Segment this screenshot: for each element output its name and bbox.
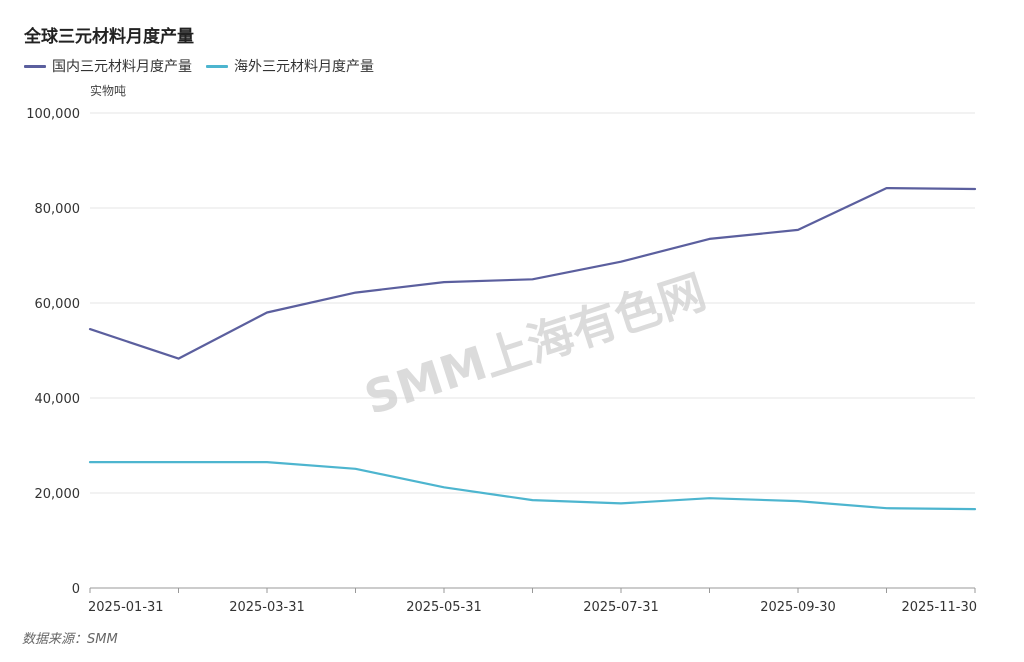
y-axis-unit-label: 实物吨	[90, 84, 127, 98]
x-tick-label: 2025-11-30	[901, 600, 977, 615]
legend-label-domestic: 国内三元材料月度产量	[52, 59, 192, 75]
legend-item-domestic[interactable]: 国内三元材料月度产量	[24, 56, 192, 76]
watermark: SMM上海有色网	[358, 264, 712, 425]
y-tick-label: 40,000	[35, 392, 81, 407]
y-tick-label: 60,000	[35, 297, 81, 312]
y-tick-label: 20,000	[35, 487, 81, 502]
x-tick-label: 2025-03-31	[229, 600, 305, 615]
legend-item-overseas[interactable]: 海外三元材料月度产量	[206, 56, 374, 76]
y-tick-label: 100,000	[26, 107, 80, 122]
x-tick-label: 2025-05-31	[406, 600, 482, 615]
y-tick-label: 80,000	[35, 202, 81, 217]
x-tick-label: 2025-07-31	[583, 600, 659, 615]
legend: 国内三元材料月度产量 海外三元材料月度产量	[24, 56, 388, 76]
series-line-0	[88, 187, 977, 360]
legend-label-overseas: 海外三元材料月度产量	[234, 59, 374, 75]
x-tick-label: 2025-01-31	[88, 600, 164, 615]
chart-title: 全球三元材料月度产量	[24, 27, 194, 47]
series-line-1	[88, 461, 977, 511]
data-source: 数据来源：SMM	[22, 632, 118, 647]
x-tick-label: 2025-09-30	[760, 600, 836, 615]
y-tick-label: 0	[72, 582, 80, 597]
legend-swatch-overseas	[206, 64, 228, 68]
legend-swatch-domestic	[24, 64, 46, 68]
